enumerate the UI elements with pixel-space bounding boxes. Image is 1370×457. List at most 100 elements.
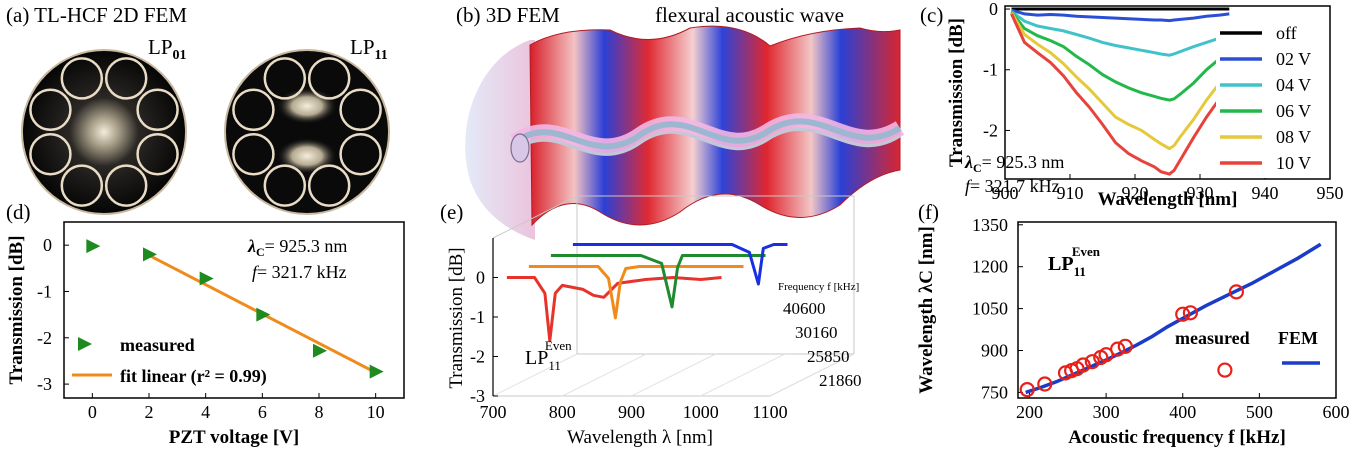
y-tick-label: 1350 [972, 215, 1008, 235]
fem-3d-rendering [465, 25, 905, 240]
measured-point [1217, 362, 1233, 378]
chart-e-depth-label: Frequency f [kHz] [778, 281, 859, 293]
x-tick-label: 8 [315, 402, 324, 422]
y-tick-label: 0 [989, 0, 998, 19]
measured-point [1228, 284, 1244, 300]
plot-frame [1004, 5, 1331, 180]
chart-c-annotation-f: f= 321.7 kHz [965, 176, 1060, 196]
lp01-mode-image: LP01 [21, 35, 187, 215]
y-tick-label: 750 [981, 382, 1008, 402]
series-line-04V [1010, 10, 1230, 57]
measured-point [1084, 354, 1100, 370]
capillary-ring [104, 164, 148, 207]
depth-tick-label: 25850 [807, 347, 850, 366]
panel-e-label: (e) [440, 200, 463, 224]
x-gridline [631, 353, 716, 397]
capillary-ring [263, 164, 307, 207]
x-tick-label: 200 [1016, 402, 1043, 422]
depth-tick-label: 40600 [783, 299, 826, 318]
legend-label: off [1276, 23, 1297, 43]
x-tick-label: 500 [1246, 402, 1273, 422]
chart-d: 0 2 4 6 8 10 0 -1 -2 -3 PZT voltage [V] Transmissio… [6, 221, 405, 448]
x-tick-label: 10 [367, 402, 385, 422]
measured-point [1110, 341, 1126, 357]
y-axis-label: Transmission [dB] [6, 235, 27, 384]
measured-point [86, 239, 101, 254]
y-tick-label: 1050 [972, 299, 1008, 319]
chart-d-annotation-f: f= 321.7 kHz [252, 262, 347, 282]
x-gridline [769, 353, 855, 397]
x-tick-label: 0 [88, 402, 97, 422]
series-line-40600 [572, 243, 788, 286]
measured-point [369, 364, 384, 379]
legend-swatch-measured [78, 337, 92, 351]
measured-point [1175, 306, 1191, 322]
panel-a-label: (a) TL-HCF 2D FEM [6, 3, 187, 27]
y-tick-label: 0 [476, 268, 485, 288]
series-line-02V [1011, 8, 1230, 23]
x-tick-label: 1000 [683, 402, 719, 422]
x-tick-label: 1100 [752, 402, 787, 422]
legend-label: 02 V [1276, 49, 1311, 69]
chart-f-mode-label: LP11Even [1048, 244, 1101, 279]
series-line-25850 [528, 265, 744, 320]
series-line-10V [1010, 13, 1231, 176]
x-gridline [700, 353, 785, 397]
x-tick-label: 910 [1057, 183, 1084, 203]
legend-label-measured: measured [1175, 328, 1250, 348]
y-tick-label: -1 [37, 281, 52, 301]
chart-e-mode-label: LP11Even [525, 338, 572, 373]
series-line-08V [1010, 11, 1231, 151]
measured-point [1019, 382, 1035, 398]
capillary-ring [263, 57, 307, 100]
legend-label-measured: measured [120, 335, 195, 355]
lp11-mode-image: LP11 [224, 35, 390, 215]
y-tick-label: -1 [983, 60, 998, 80]
capillary-ring [307, 164, 351, 207]
measured-point [313, 343, 327, 358]
x-axis-label: Wavelength λ [nm] [567, 427, 713, 448]
capillary-ring [339, 132, 382, 176]
y-tick-label: -3 [470, 386, 485, 406]
depth-tick-label: 21860 [819, 371, 862, 390]
panel-c-label: (c) [920, 3, 943, 27]
series-line-30160 [550, 254, 766, 309]
x-tick-label: 300 [1093, 402, 1120, 422]
panel-b: (b) 3D FEM flexural acoustic wave [456, 3, 905, 240]
y-axis-label: Transmission [dB] [946, 18, 967, 167]
capillary-ring [307, 57, 351, 100]
y-tick-label: -2 [983, 120, 998, 140]
x-tick-label: 2 [145, 402, 154, 422]
y-tick-label: 900 [981, 341, 1008, 361]
depth-tick-label: 30160 [795, 323, 838, 342]
fem-line [1025, 242, 1322, 395]
x-tick-label: 600 [1323, 402, 1350, 422]
panel-f-label: (f) [918, 200, 939, 224]
x-tick-label: 6 [258, 402, 267, 422]
measured-point [199, 271, 214, 286]
y-axis-label: Wavelength λC [nm] [916, 226, 937, 394]
y-tick-label: -3 [37, 374, 52, 394]
measured-point [1075, 357, 1091, 373]
lp11-label: LP11 [350, 35, 388, 63]
y-tick-label: 1200 [972, 257, 1008, 277]
legend-label: 06 V [1276, 101, 1311, 121]
chart-f: 200 300 400 500 600 750 900 1050 1200 1350 Acousti… [916, 215, 1350, 448]
capillary-ring [136, 88, 179, 132]
x-axis-label: Wavelength [nm] [1098, 189, 1238, 210]
legend-box [1216, 18, 1329, 178]
capillary-ring [60, 57, 104, 100]
legend-label-fit: fit linear (r² = 0.99) [120, 366, 267, 387]
legend-label: 08 V [1276, 127, 1311, 147]
y-axis-label: Transmission [dB] [446, 247, 467, 388]
x-tick-label: 4 [201, 402, 210, 422]
x-tick-label: 950 [1317, 183, 1344, 203]
legend-label-fem: FEM [1278, 328, 1318, 348]
x-tick-label: 800 [549, 402, 576, 422]
x-tick-label: 900 [992, 183, 1019, 203]
chart-e: 700 800 900 1000 1100 0 -1 -2 -3 Wavelength λ [nm… [446, 195, 862, 448]
x-axis-label: Acoustic frequency f [kHz] [1068, 427, 1286, 448]
capillary-ring [232, 132, 275, 176]
capillary-ring [29, 132, 72, 176]
